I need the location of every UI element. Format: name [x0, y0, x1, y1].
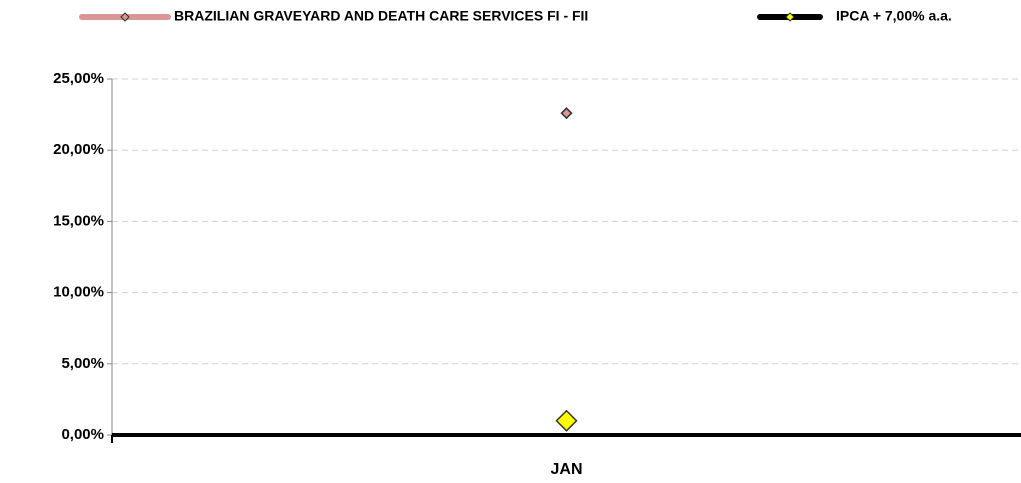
y-tick-label: 15,00% — [53, 212, 104, 229]
legend-label: BRAZILIAN GRAVEYARD AND DEATH CARE SERVI… — [174, 8, 588, 24]
x-tick-label: JAN — [550, 461, 582, 478]
legend-label: IPCA + 7,00% a.a. — [836, 8, 952, 24]
data-point — [555, 409, 578, 432]
y-tick-label: 20,00% — [53, 141, 104, 158]
y-tick-label: 5,00% — [61, 355, 104, 372]
y-tick-label: 10,00% — [53, 284, 104, 301]
y-tick-label: 25,00% — [53, 70, 104, 87]
y-tick-label: 0,00% — [61, 426, 104, 443]
data-point — [560, 107, 573, 120]
legend-marker — [785, 12, 795, 22]
legend-marker — [120, 12, 130, 22]
